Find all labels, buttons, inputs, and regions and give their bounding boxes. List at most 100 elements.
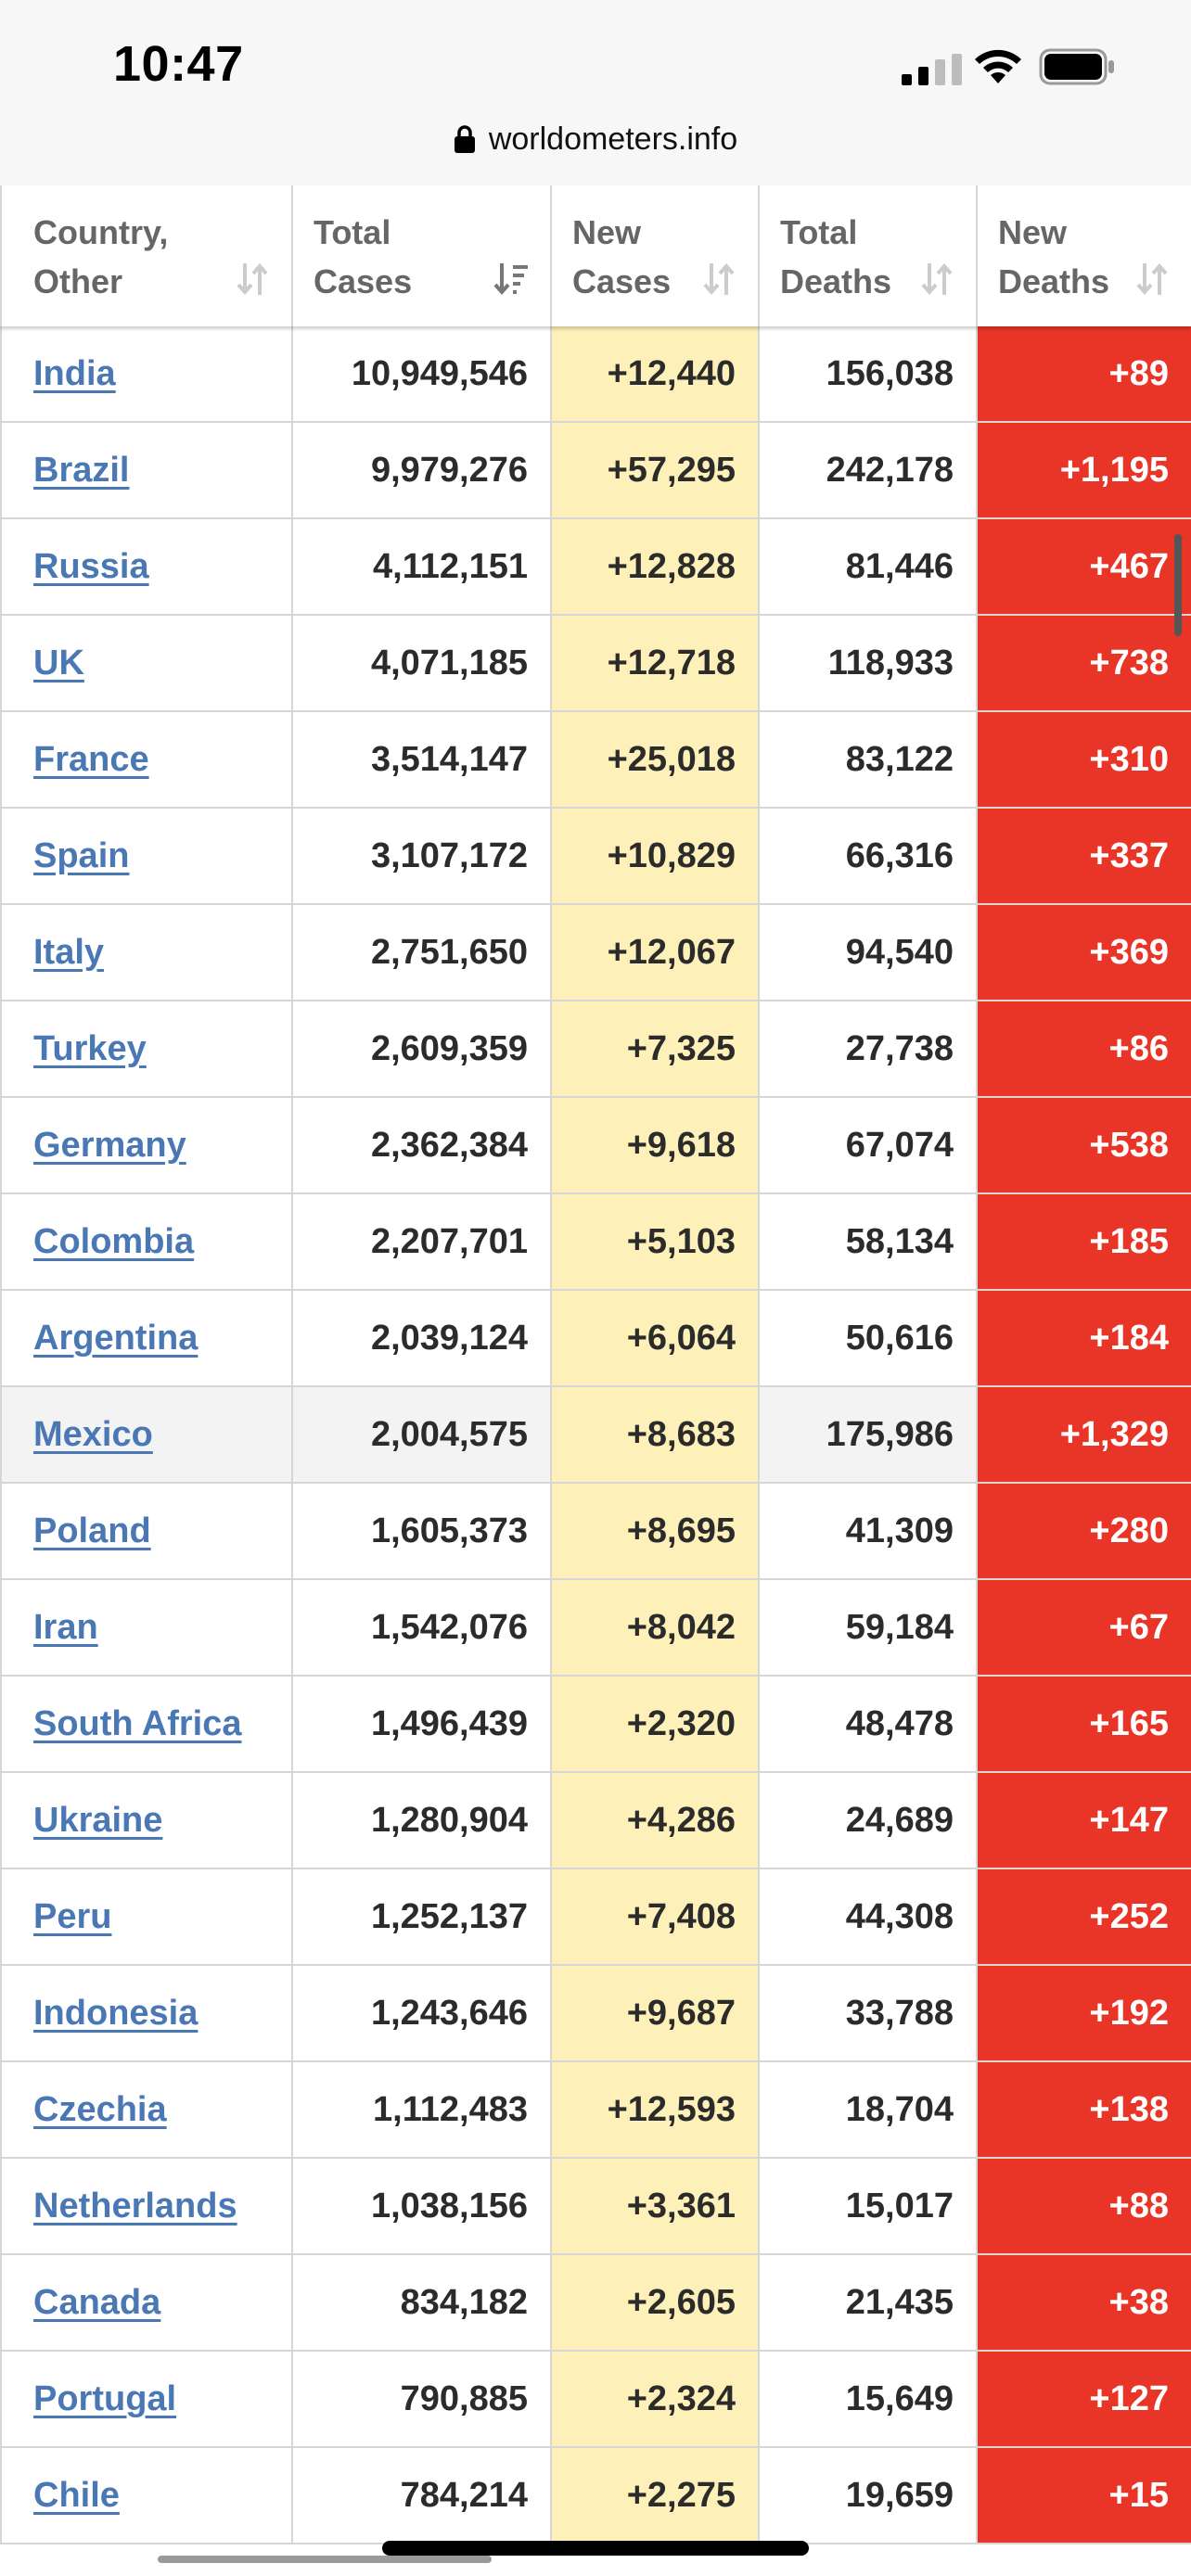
new-cases-cell: +25,018 bbox=[552, 712, 760, 807]
new-cases-cell: +10,829 bbox=[552, 809, 760, 903]
country-cell: Turkey bbox=[0, 1001, 293, 1096]
total-cases-cell: 2,751,650 bbox=[293, 905, 552, 1000]
country-link[interactable]: Argentina bbox=[33, 1319, 198, 1358]
country-link[interactable]: Russia bbox=[33, 547, 149, 586]
country-link[interactable]: France bbox=[33, 740, 149, 779]
total-deaths-cell: 27,738 bbox=[760, 1001, 978, 1096]
country-link[interactable]: Mexico bbox=[33, 1415, 153, 1454]
table-row: Spain 3,107,172 +10,829 66,316 +337 bbox=[0, 809, 1191, 905]
country-link[interactable]: Indonesia bbox=[33, 1994, 198, 2033]
country-link[interactable]: India bbox=[33, 354, 116, 393]
total-deaths-cell: 15,649 bbox=[760, 2352, 978, 2446]
country-link[interactable]: Portugal bbox=[33, 2379, 177, 2418]
new-cases-cell: +2,324 bbox=[552, 2352, 760, 2446]
country-link[interactable]: Italy bbox=[33, 933, 105, 972]
new-cases-cell: +8,042 bbox=[552, 1580, 760, 1675]
battery-icon bbox=[1039, 48, 1114, 85]
country-link[interactable]: Chile bbox=[33, 2476, 120, 2515]
country-cell: Colombia bbox=[0, 1194, 293, 1289]
horizontal-scrollbar[interactable] bbox=[158, 2556, 492, 2563]
table-row: France 3,514,147 +25,018 83,122 +310 bbox=[0, 712, 1191, 809]
column-header-new-deaths[interactable]: New Deaths bbox=[978, 185, 1191, 326]
new-cases-cell: +12,718 bbox=[552, 616, 760, 710]
country-link[interactable]: Germany bbox=[33, 1126, 186, 1165]
new-cases-cell: +2,275 bbox=[552, 2448, 760, 2543]
new-cases-cell: +8,683 bbox=[552, 1387, 760, 1482]
total-deaths-cell: 67,074 bbox=[760, 1098, 978, 1192]
country-cell: Italy bbox=[0, 905, 293, 1000]
table-row: Portugal 790,885 +2,324 15,649 +127 bbox=[0, 2352, 1191, 2448]
country-cell: Iran bbox=[0, 1580, 293, 1675]
home-indicator[interactable] bbox=[382, 2541, 809, 2556]
new-deaths-cell: +67 bbox=[978, 1580, 1191, 1675]
total-deaths-cell: 156,038 bbox=[760, 326, 978, 421]
total-cases-cell: 2,362,384 bbox=[293, 1098, 552, 1192]
country-link[interactable]: Turkey bbox=[33, 1029, 147, 1068]
new-deaths-cell: +280 bbox=[978, 1484, 1191, 1578]
new-cases-cell: +7,408 bbox=[552, 1869, 760, 1964]
total-deaths-cell: 59,184 bbox=[760, 1580, 978, 1675]
country-cell: Czechia bbox=[0, 2062, 293, 2157]
new-deaths-cell: +127 bbox=[978, 2352, 1191, 2446]
country-cell: Chile bbox=[0, 2448, 293, 2543]
sort-icon[interactable] bbox=[918, 260, 955, 299]
sort-icon[interactable] bbox=[1133, 260, 1171, 299]
table-row: Canada 834,182 +2,605 21,435 +38 bbox=[0, 2255, 1191, 2352]
country-cell: Argentina bbox=[0, 1291, 293, 1385]
country-link[interactable]: Czechia bbox=[33, 2090, 167, 2129]
country-cell: Canada bbox=[0, 2255, 293, 2350]
total-cases-cell: 2,004,575 bbox=[293, 1387, 552, 1482]
total-cases-cell: 1,605,373 bbox=[293, 1484, 552, 1578]
country-cell: Germany bbox=[0, 1098, 293, 1192]
country-link[interactable]: Netherlands bbox=[33, 2187, 237, 2225]
country-link[interactable]: Colombia bbox=[33, 1222, 195, 1261]
new-deaths-cell: +467 bbox=[978, 519, 1191, 614]
total-cases-cell: 2,609,359 bbox=[293, 1001, 552, 1096]
table-row: South Africa 1,496,439 +2,320 48,478 +165 bbox=[0, 1677, 1191, 1773]
total-deaths-cell: 33,788 bbox=[760, 1966, 978, 2060]
new-cases-cell: +5,103 bbox=[552, 1194, 760, 1289]
country-link[interactable]: South Africa bbox=[33, 1704, 242, 1743]
total-deaths-cell: 242,178 bbox=[760, 423, 978, 517]
total-cases-cell: 2,039,124 bbox=[293, 1291, 552, 1385]
sort-icon[interactable] bbox=[234, 260, 271, 299]
new-cases-cell: +9,618 bbox=[552, 1098, 760, 1192]
country-link[interactable]: Spain bbox=[33, 836, 130, 875]
total-cases-cell: 1,496,439 bbox=[293, 1677, 552, 1771]
new-cases-cell: +9,687 bbox=[552, 1966, 760, 2060]
new-deaths-cell: +252 bbox=[978, 1869, 1191, 1964]
country-link[interactable]: UK bbox=[33, 644, 84, 682]
country-cell: Russia bbox=[0, 519, 293, 614]
total-deaths-cell: 44,308 bbox=[760, 1869, 978, 1964]
country-link[interactable]: Canada bbox=[33, 2283, 161, 2322]
total-deaths-cell: 15,017 bbox=[760, 2159, 978, 2253]
sort-descending-icon[interactable] bbox=[493, 260, 530, 299]
table-row: Germany 2,362,384 +9,618 67,074 +538 bbox=[0, 1098, 1191, 1194]
country-link[interactable]: Ukraine bbox=[33, 1801, 163, 1840]
url-text: worldometers.info bbox=[488, 121, 738, 157]
country-cell: India bbox=[0, 326, 293, 421]
total-deaths-cell: 58,134 bbox=[760, 1194, 978, 1289]
column-header-total-cases[interactable]: Total Cases bbox=[293, 185, 552, 326]
new-deaths-cell: +86 bbox=[978, 1001, 1191, 1096]
new-deaths-cell: +1,329 bbox=[978, 1387, 1191, 1482]
country-cell: South Africa bbox=[0, 1677, 293, 1771]
column-header-country[interactable]: Country, Other bbox=[0, 185, 293, 326]
address-bar[interactable]: worldometers.info bbox=[0, 111, 1191, 167]
new-cases-cell: +12,067 bbox=[552, 905, 760, 1000]
country-link[interactable]: Poland bbox=[33, 1511, 151, 1550]
total-deaths-cell: 83,122 bbox=[760, 712, 978, 807]
total-cases-cell: 4,071,185 bbox=[293, 616, 552, 710]
country-link[interactable]: Brazil bbox=[33, 451, 130, 490]
sort-icon[interactable] bbox=[700, 260, 737, 299]
new-deaths-cell: +38 bbox=[978, 2255, 1191, 2350]
column-header-new-cases[interactable]: New Cases bbox=[552, 185, 760, 326]
column-header-total-deaths[interactable]: Total Deaths bbox=[760, 185, 978, 326]
total-cases-cell: 2,207,701 bbox=[293, 1194, 552, 1289]
new-deaths-cell: +138 bbox=[978, 2062, 1191, 2157]
country-link[interactable]: Iran bbox=[33, 1608, 98, 1647]
table-row: UK 4,071,185 +12,718 118,933 +738 bbox=[0, 616, 1191, 712]
country-cell: Peru bbox=[0, 1869, 293, 1964]
country-link[interactable]: Peru bbox=[33, 1897, 112, 1936]
vertical-scrollbar[interactable] bbox=[1174, 534, 1182, 636]
